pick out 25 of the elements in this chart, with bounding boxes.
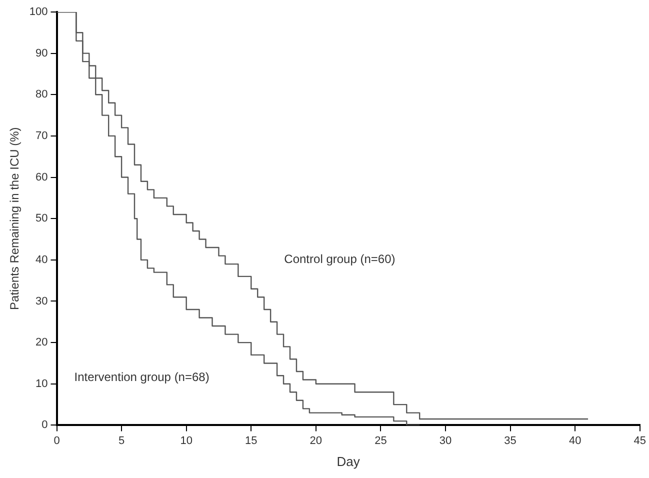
y-tick-label: 90 — [36, 47, 48, 60]
y-tick-label: 60 — [36, 171, 48, 184]
x-axis-title: Day — [336, 454, 360, 469]
y-axis-title: Patients Remaining in the ICU (%) — [8, 127, 22, 310]
y-tick-label: 70 — [36, 130, 48, 142]
y-tick-label: 80 — [36, 88, 48, 101]
x-tick-label: 40 — [568, 434, 582, 447]
x-tick-label: 15 — [245, 434, 258, 447]
annotation: Control group (n=60) — [284, 252, 396, 266]
x-tick-label: 10 — [180, 434, 192, 447]
x-tick-label: 30 — [439, 434, 452, 447]
y-tick-label: 30 — [36, 295, 48, 308]
y-tick-label: 50 — [36, 212, 48, 225]
y-tick-label: 0 — [42, 419, 48, 432]
y-tick-label: 40 — [36, 254, 48, 266]
annotation: Intervention group (n=68) — [74, 370, 210, 384]
x-tick-label: 20 — [310, 434, 322, 447]
y-tick-label: 10 — [36, 378, 48, 390]
y-tick-label: 100 — [29, 6, 48, 18]
x-tick-label: 35 — [504, 434, 516, 447]
x-tick-label: 5 — [118, 434, 125, 447]
y-tick-label: 20 — [36, 336, 48, 349]
x-tick-label: 45 — [634, 434, 646, 447]
x-tick-label: 0 — [54, 434, 60, 447]
x-tick-label: 25 — [374, 434, 387, 447]
